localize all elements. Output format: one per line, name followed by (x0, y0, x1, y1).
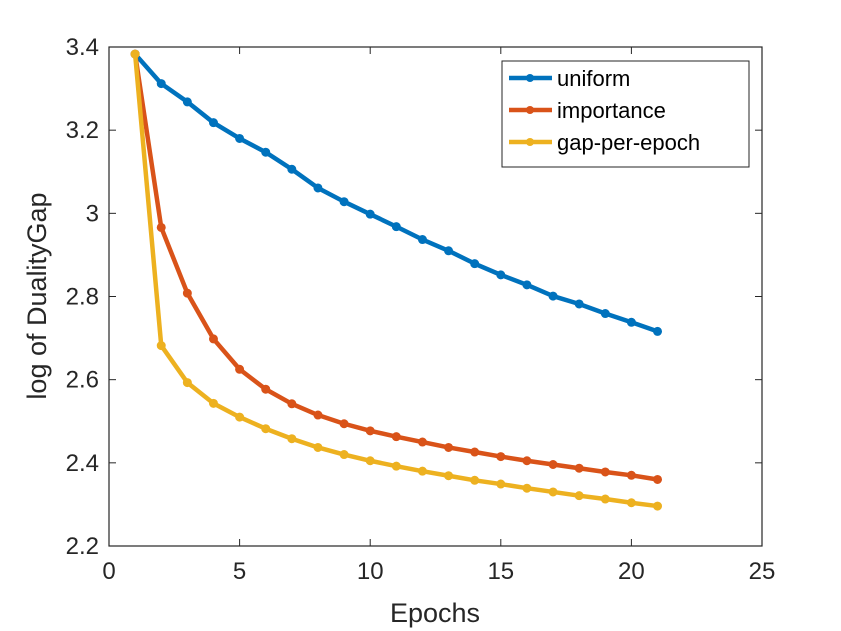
data-point-gap-per-epoch (235, 412, 245, 422)
x-axis-title: Epochs (390, 598, 480, 628)
data-point-uniform (182, 97, 192, 107)
x-tick-label: 20 (618, 558, 645, 585)
legend-label: uniform (557, 66, 630, 91)
data-point-gap-per-epoch (130, 49, 140, 59)
legend-label: importance (557, 98, 666, 123)
data-point-importance (182, 288, 192, 298)
data-point-gap-per-epoch (444, 471, 454, 481)
x-tick-label: 5 (233, 558, 246, 585)
series-uniform (130, 49, 663, 336)
data-point-gap-per-epoch (626, 498, 636, 508)
data-point-uniform (235, 133, 245, 143)
data-point-uniform (313, 183, 323, 193)
data-point-importance (339, 419, 349, 429)
y-tick-label: 2.2 (66, 533, 99, 560)
data-point-importance (235, 364, 245, 374)
series-importance (130, 49, 663, 484)
legend: uniform importance gap-per-epoch (501, 60, 750, 168)
data-point-uniform (626, 317, 636, 327)
y-tick-label: 2.8 (66, 284, 99, 311)
data-point-uniform (417, 235, 427, 245)
x-tick-label: 25 (749, 558, 776, 585)
y-tick-label: 3.4 (66, 34, 99, 61)
data-point-gap-per-epoch (313, 442, 323, 452)
legend-label: gap-per-epoch (557, 130, 700, 155)
data-point-gap-per-epoch (574, 491, 584, 501)
data-point-importance (365, 426, 375, 436)
data-point-importance (444, 442, 454, 452)
data-point-importance (417, 437, 427, 447)
y-tick-label: 2.6 (66, 367, 99, 394)
data-point-gap-per-epoch (470, 475, 480, 485)
data-point-gap-per-epoch (287, 434, 297, 444)
series-layer (130, 49, 663, 511)
data-point-gap-per-epoch (653, 501, 663, 511)
data-point-uniform (391, 222, 401, 232)
y-tick-label: 2.4 (66, 450, 99, 477)
data-point-uniform (365, 209, 375, 219)
data-point-uniform (600, 309, 610, 319)
data-point-gap-per-epoch (391, 461, 401, 471)
data-point-gap-per-epoch (208, 398, 218, 408)
data-point-importance (548, 459, 558, 469)
data-point-gap-per-epoch (182, 378, 192, 388)
data-point-uniform (261, 147, 271, 157)
data-point-gap-per-epoch (261, 424, 271, 434)
y-axis-title: log of DualityGap (22, 192, 52, 399)
y-tick-label: 3.2 (66, 117, 99, 144)
legend-swatch-marker (526, 106, 534, 114)
data-point-importance (208, 334, 218, 344)
data-point-gap-per-epoch (548, 487, 558, 497)
data-point-importance (313, 410, 323, 420)
data-point-importance (600, 467, 610, 477)
data-point-uniform (496, 270, 506, 280)
data-point-uniform (287, 164, 297, 174)
data-point-importance (496, 452, 506, 462)
x-tick-label: 15 (487, 558, 514, 585)
data-point-gap-per-epoch (339, 450, 349, 460)
x-tick-label: 0 (102, 558, 115, 585)
data-point-uniform (156, 79, 166, 89)
data-point-uniform (574, 299, 584, 309)
data-point-uniform (208, 118, 218, 128)
legend-swatch-marker (526, 74, 534, 82)
data-point-importance (261, 384, 271, 394)
data-point-uniform (444, 246, 454, 256)
data-point-importance (522, 456, 532, 466)
axis-tick-labels: 0 5 10 15 20 25 2.2 2.4 2.6 2.8 3 3.2 3.4 (66, 34, 776, 585)
data-point-gap-per-epoch (365, 456, 375, 466)
data-point-uniform (339, 197, 349, 207)
data-point-importance (626, 470, 636, 480)
x-tick-label: 10 (357, 558, 384, 585)
data-point-gap-per-epoch (522, 483, 532, 493)
data-point-importance (470, 447, 480, 457)
data-point-importance (156, 222, 166, 232)
data-point-importance (574, 463, 584, 473)
data-point-importance (391, 432, 401, 442)
data-point-importance (287, 399, 297, 409)
data-point-uniform (470, 259, 480, 269)
data-point-uniform (522, 280, 532, 290)
legend-swatch-marker (526, 138, 534, 146)
data-point-importance (653, 474, 663, 484)
axis-ticks (108, 46, 763, 547)
series-gap-per-epoch (130, 49, 663, 511)
data-point-uniform (653, 326, 663, 336)
data-point-uniform (548, 291, 558, 301)
data-point-gap-per-epoch (600, 494, 610, 504)
y-tick-label: 3 (86, 200, 99, 227)
data-point-gap-per-epoch (417, 466, 427, 476)
data-point-gap-per-epoch (156, 341, 166, 351)
data-point-gap-per-epoch (496, 479, 506, 489)
